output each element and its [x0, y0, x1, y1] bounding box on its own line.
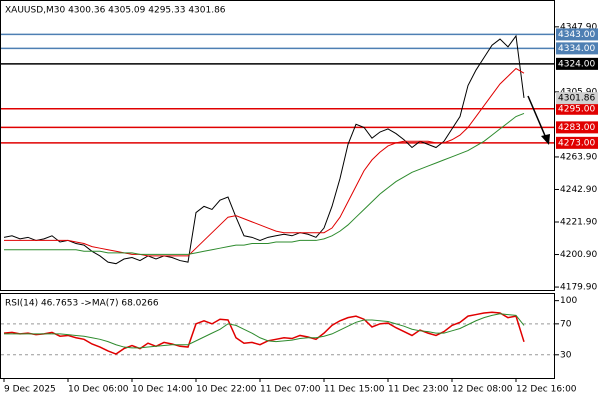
rsi-title: RSI(14) 46.7653 ->MA(7) 68.0266: [5, 299, 159, 309]
arrow-shaft: [527, 95, 547, 139]
level-label-box: [556, 121, 598, 134]
level-label: 4343.00: [558, 30, 595, 40]
y-tick-label: 100: [560, 296, 577, 306]
x-tick-label: 9 Dec 2025: [4, 385, 56, 395]
x-tick-label: 11 Dec 23:00: [388, 385, 449, 395]
y-tick-label: 4347.90: [560, 22, 597, 32]
price-line: [3, 34, 525, 265]
x-tick-label: 11 Dec 07:00: [260, 385, 321, 395]
arrow-head: [541, 134, 550, 145]
level-label-box: [556, 136, 598, 149]
plot-area: [1, 33, 555, 356]
x-tick-label: 11 Dec 15:00: [324, 385, 385, 395]
chart-title: XAUUSD,M30 4300.36 4305.09 4295.33 4301.…: [5, 6, 226, 16]
y-tick-label: 30: [560, 350, 572, 360]
x-tick-label: 12 Dec 16:00: [516, 385, 577, 395]
level-label-box: [556, 57, 598, 70]
y-tick-label: 4221.90: [560, 218, 597, 228]
level-label-box: [556, 102, 598, 115]
x-tick-label: 10 Dec 06:00: [68, 385, 129, 395]
y-tick-label: 4263.90: [560, 152, 597, 162]
indicator-line: [4, 313, 525, 349]
x-tick-label: 10 Dec 14:00: [132, 385, 193, 395]
y-tick-label: 4179.90: [560, 283, 597, 293]
y-tick-label: 4242.90: [560, 185, 597, 195]
indicator-line: [4, 112, 525, 255]
level-label: 4324.00: [558, 59, 595, 69]
y-tick-label: 70: [560, 319, 572, 329]
x-tick-label: 12 Dec 08:00: [452, 385, 513, 395]
last-price-label: 4301.86: [558, 94, 595, 104]
level-label: 4283.00: [558, 123, 595, 133]
level-label: 4295.00: [558, 104, 595, 114]
main-panel-frame: [0, 0, 555, 291]
y-tick-label: 4200.90: [560, 250, 597, 260]
indicator-line: [4, 67, 525, 257]
level-label-box: [556, 42, 598, 55]
rsi-panel-frame: [0, 293, 555, 379]
level-label: 4334.00: [558, 44, 595, 54]
price-line: [3, 311, 525, 355]
last-price-box: [556, 92, 598, 105]
level-label: 4273.00: [558, 138, 595, 148]
level-label-box: [556, 28, 598, 41]
x-tick-label: 10 Dec 22:00: [196, 385, 257, 395]
